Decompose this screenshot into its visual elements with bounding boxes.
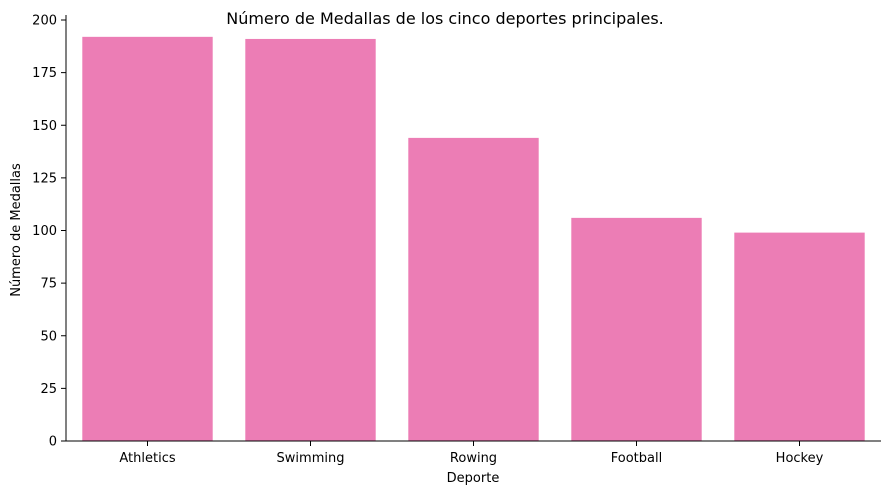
bar-athletics xyxy=(82,36,213,442)
bar-swimming xyxy=(245,38,376,441)
x-axis-label: Deporte xyxy=(447,471,500,486)
y-axis-ticks: 0 25 50 75 100 125 150 175 200 xyxy=(32,14,66,450)
y-axis-label: Número de Medallas xyxy=(9,163,24,297)
x-tick-label: Football xyxy=(611,451,662,466)
bar-rowing xyxy=(408,137,539,441)
x-tick-label: Rowing xyxy=(450,451,497,466)
chart-title: Número de Medallas de los cinco deportes… xyxy=(226,9,664,28)
bar-football xyxy=(571,217,702,441)
x-tick-label: Hockey xyxy=(776,451,824,466)
y-tick-label: 200 xyxy=(32,14,57,29)
x-tick-label: Swimming xyxy=(277,451,345,466)
y-tick-label: 0 xyxy=(49,435,57,450)
x-tick-label: Athletics xyxy=(119,451,175,466)
x-axis-ticks: Athletics Swimming Rowing Football Hockey xyxy=(119,441,824,466)
y-tick-label: 175 xyxy=(32,66,57,81)
bar-hockey xyxy=(734,232,865,441)
y-tick-label: 125 xyxy=(32,171,57,186)
y-tick-label: 100 xyxy=(32,224,57,239)
y-tick-label: 25 xyxy=(40,382,57,397)
y-tick-label: 150 xyxy=(32,119,57,134)
y-tick-label: 75 xyxy=(40,277,57,292)
bars-group xyxy=(82,36,865,442)
y-tick-label: 50 xyxy=(40,329,57,344)
